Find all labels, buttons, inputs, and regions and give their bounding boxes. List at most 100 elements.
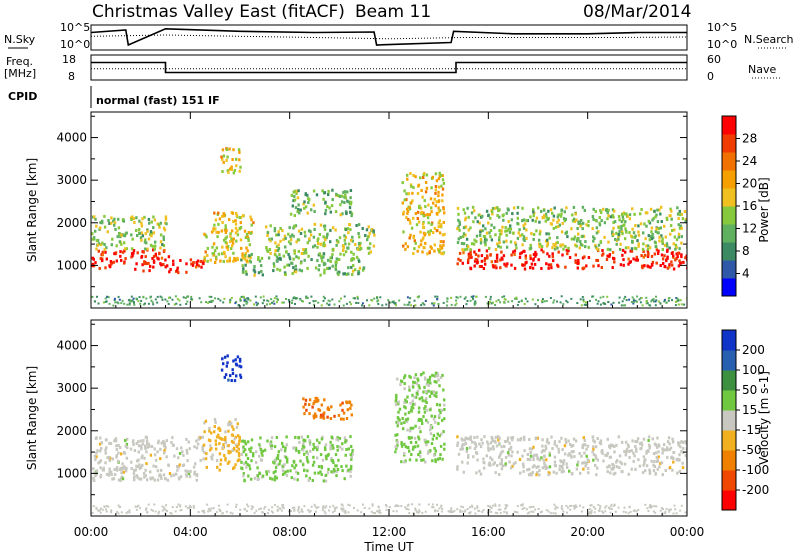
heatmap-cell (313, 471, 317, 475)
heatmap-cell (239, 365, 243, 369)
heatmap-cell (627, 512, 630, 515)
heatmap-cell (303, 251, 306, 255)
heatmap-cell (442, 220, 445, 224)
heatmap-cell (290, 510, 292, 512)
heatmap-cell (409, 221, 412, 225)
heatmap-cell (613, 450, 616, 454)
heatmap-cell (385, 508, 388, 511)
heatmap-cell (174, 510, 177, 513)
heatmap-cell (138, 477, 141, 481)
heatmap-cell (621, 212, 624, 216)
heatmap-cell (545, 440, 549, 444)
heatmap-cell (239, 373, 242, 377)
heatmap-cell (214, 297, 217, 300)
heatmap-cell (472, 220, 475, 224)
heatmap-cell (462, 443, 466, 446)
heatmap-cell (523, 267, 527, 271)
heatmap-cell (441, 233, 445, 237)
heatmap-cell (469, 511, 472, 514)
heatmap-cell (266, 234, 269, 237)
heatmap-cell (211, 245, 214, 249)
heatmap-cell (342, 190, 345, 194)
heatmap-cell (450, 296, 453, 299)
heatmap-cell (494, 206, 497, 210)
heatmap-cell (144, 232, 147, 236)
heatmap-cell (119, 250, 122, 254)
heatmap-cell (400, 460, 403, 464)
heatmap-cell (628, 298, 631, 301)
power-heatmap (91, 147, 687, 307)
heatmap-cell (416, 389, 420, 393)
heatmap-cell (479, 472, 483, 476)
heatmap-cell (677, 217, 680, 220)
heatmap-cell (186, 300, 189, 303)
heatmap-cell (670, 260, 673, 264)
heatmap-cell (436, 371, 439, 375)
heatmap-cell (584, 301, 587, 304)
heatmap-cell (304, 205, 308, 209)
heatmap-cell (244, 442, 248, 446)
colorbar-swatch (722, 242, 736, 261)
heatmap-cell (149, 243, 153, 247)
heatmap-cell (289, 238, 293, 242)
heatmap-cell (490, 435, 493, 439)
heatmap-cell (490, 223, 493, 227)
heatmap-cell (473, 441, 476, 445)
heatmap-cell (597, 300, 600, 303)
heatmap-cell (584, 240, 587, 244)
heatmap-cell (133, 449, 137, 452)
heatmap-cell (339, 252, 342, 256)
heatmap-cell (315, 193, 319, 197)
heatmap-cell (169, 268, 172, 271)
heatmap-cell (308, 302, 311, 305)
heatmap-cell (496, 206, 499, 210)
heatmap-cell (487, 446, 490, 450)
heatmap-cell (273, 229, 277, 233)
heatmap-cell (646, 302, 649, 305)
heatmap-cell (518, 458, 522, 461)
heatmap-cell (455, 299, 458, 302)
heatmap-cell (668, 263, 671, 267)
heatmap-cell (184, 505, 187, 508)
heatmap-cell (340, 507, 343, 510)
heatmap-cell (301, 510, 304, 513)
heatmap-cell (443, 417, 446, 421)
heatmap-cell (355, 224, 358, 227)
heatmap-cell (130, 252, 134, 256)
heatmap-cell (314, 266, 318, 270)
heatmap-cell (637, 230, 640, 234)
heatmap-cell (417, 418, 420, 422)
heatmap-cell (404, 406, 407, 410)
heatmap-cell (273, 264, 276, 268)
heatmap-cell (427, 230, 430, 234)
heatmap-cell (483, 257, 487, 261)
heatmap-cell (293, 194, 296, 198)
heatmap-cell (222, 250, 226, 254)
heatmap-cell (194, 265, 198, 269)
nsearch-label: N.Search (744, 33, 794, 46)
heatmap-cell (113, 252, 116, 256)
heatmap-cell (547, 441, 551, 445)
heatmap-cell (431, 437, 434, 441)
heatmap-cell (403, 401, 406, 405)
colorbar-swatch (722, 116, 736, 135)
heatmap-cell (477, 213, 480, 217)
heatmap-cell (581, 227, 584, 231)
heatmap-cell (423, 172, 426, 175)
heatmap-cell (620, 304, 623, 307)
heatmap-cell (238, 357, 242, 361)
heatmap-cell (163, 506, 166, 509)
heatmap-cell (506, 439, 509, 443)
heatmap-cell (494, 504, 497, 507)
heatmap-cell (232, 237, 235, 241)
heatmap-cell (669, 207, 672, 211)
heatmap-cell (456, 435, 459, 439)
heatmap-cell (628, 213, 632, 217)
heatmap-cell (483, 435, 486, 439)
heatmap-cell (420, 373, 423, 376)
heatmap-cell (677, 223, 680, 227)
heatmap-cell (677, 443, 680, 447)
heatmap-cell (266, 303, 268, 306)
heatmap-cell (222, 443, 225, 447)
heatmap-cell (479, 445, 483, 449)
